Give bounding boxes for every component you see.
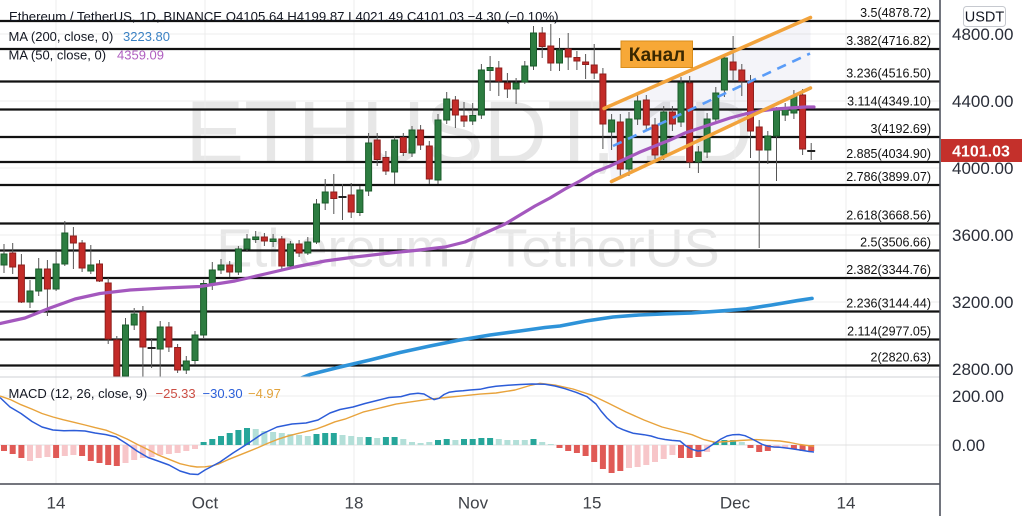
svg-text:18: 18 — [345, 494, 364, 513]
svg-text:2.885(4034.90): 2.885(4034.90) — [846, 147, 931, 161]
svg-text:Dec: Dec — [720, 494, 751, 513]
svg-text:2.618(3668.56): 2.618(3668.56) — [846, 209, 931, 223]
svg-text:MA (50, close, 0) 4359.09: MA (50, close, 0) 4359.09 — [9, 48, 165, 63]
svg-text:3200.00: 3200.00 — [952, 293, 1013, 312]
svg-text:3.114(4349.10): 3.114(4349.10) — [847, 95, 931, 109]
svg-text:3.382(4716.82): 3.382(4716.82) — [846, 34, 931, 48]
svg-text:Oct: Oct — [192, 494, 219, 513]
svg-text:2.236(3144.44): 2.236(3144.44) — [846, 297, 931, 311]
svg-text:2800.00: 2800.00 — [952, 360, 1013, 379]
svg-text:0.00: 0.00 — [952, 436, 985, 455]
svg-text:Канал: Канал — [629, 45, 686, 66]
svg-text:MACD (12, 26, close, 9) −25.33: MACD (12, 26, close, 9) −25.33 −30.30 −4… — [9, 386, 281, 401]
svg-text:2(2820.63): 2(2820.63) — [871, 351, 931, 365]
svg-text:3.5(4878.72): 3.5(4878.72) — [860, 6, 931, 20]
svg-text:2.5(3506.66): 2.5(3506.66) — [860, 236, 931, 250]
svg-text:3.236(4516.50): 3.236(4516.50) — [846, 67, 931, 81]
svg-text:4400.00: 4400.00 — [952, 92, 1013, 111]
svg-text:14: 14 — [47, 494, 66, 513]
svg-text:4000.00: 4000.00 — [952, 159, 1013, 178]
svg-text:3(4192.69): 3(4192.69) — [871, 122, 931, 136]
svg-text:4800.00: 4800.00 — [952, 25, 1013, 44]
svg-text:Ethereum / TetherUS, 1D, BINAN: Ethereum / TetherUS, 1D, BINANCE O4105.6… — [9, 9, 559, 24]
svg-text:14: 14 — [837, 494, 856, 513]
svg-text:3600.00: 3600.00 — [952, 226, 1013, 245]
svg-text:15: 15 — [583, 494, 602, 513]
svg-text:MA (200, close, 0) 3223.80: MA (200, close, 0) 3223.80 — [9, 29, 171, 44]
svg-text:USDT: USDT — [965, 10, 1005, 26]
svg-text:4101.03: 4101.03 — [952, 144, 1010, 161]
svg-text:2.786(3899.07): 2.786(3899.07) — [846, 170, 931, 184]
svg-text:2.382(3344.76): 2.382(3344.76) — [846, 263, 931, 277]
svg-text:2.114(2977.05): 2.114(2977.05) — [847, 325, 931, 339]
svg-text:Nov: Nov — [458, 494, 489, 513]
svg-text:200.00: 200.00 — [952, 387, 1004, 406]
